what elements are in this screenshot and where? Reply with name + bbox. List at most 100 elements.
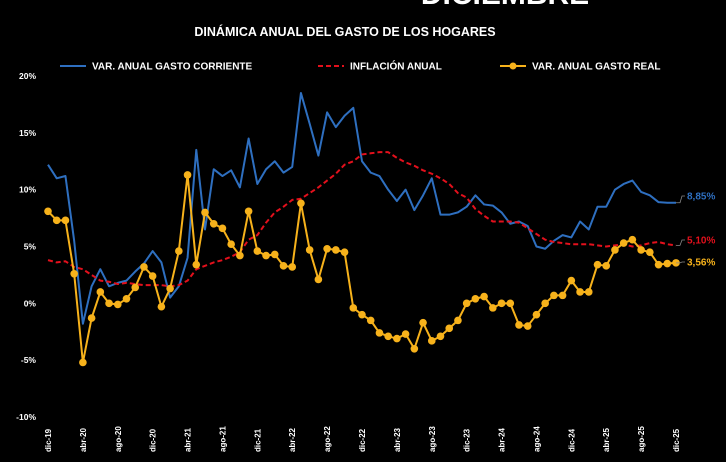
- data-point: [532, 310, 541, 319]
- data-point: [183, 171, 192, 179]
- x-tick-label: dic-24: [567, 428, 576, 452]
- x-tick-label: ago-24: [532, 426, 541, 452]
- data-point: [122, 294, 131, 303]
- data-point: [209, 219, 218, 228]
- data-point: [462, 299, 471, 308]
- data-point: [192, 260, 201, 269]
- data-point: [201, 208, 209, 217]
- data-point: [61, 216, 70, 225]
- data-point: [262, 251, 270, 260]
- data-point: [427, 337, 436, 345]
- data-point: [340, 248, 349, 256]
- data-point: [410, 345, 419, 353]
- data-point: [523, 322, 532, 330]
- data-point: [314, 275, 323, 284]
- y-tick-label: 5%: [24, 242, 37, 252]
- series-line: [47, 151, 677, 288]
- x-tick-label: abr-22: [288, 427, 297, 452]
- data-point: [270, 250, 279, 259]
- data-point: [654, 260, 663, 269]
- x-tick-label: ago-25: [637, 426, 646, 452]
- data-point: [541, 299, 549, 308]
- data-point: [619, 239, 628, 247]
- data-point: [637, 246, 645, 254]
- data-point: [611, 246, 619, 254]
- x-tick-label: ago-20: [114, 426, 123, 452]
- x-tick-label: dic-23: [463, 428, 472, 452]
- label-connector: [676, 261, 685, 264]
- data-point: [113, 300, 122, 309]
- y-tick-label: 0%: [24, 298, 37, 308]
- data-point: [70, 269, 78, 278]
- legend-label: INFLACIÓN ANUAL: [350, 60, 442, 73]
- data-point: [297, 199, 305, 208]
- data-point: [489, 304, 497, 312]
- y-tick-label: 20%: [19, 71, 36, 81]
- data-point: [140, 263, 148, 271]
- data-point: [567, 276, 576, 285]
- x-tick-label: ago-21: [218, 426, 227, 452]
- data-point: [131, 283, 140, 292]
- data-point: [253, 247, 262, 255]
- x-tick-label: ago-23: [428, 426, 437, 452]
- data-point: [576, 288, 584, 296]
- data-point: [96, 288, 105, 296]
- x-tick-label: dic-20: [149, 428, 158, 452]
- y-tick-label: 10%: [19, 185, 36, 195]
- data-point: [366, 316, 375, 325]
- x-tick-label: ago-22: [323, 426, 332, 452]
- data-point: [52, 216, 61, 225]
- legend-label: VAR. ANUAL GASTO REAL: [532, 62, 661, 73]
- data-point: [663, 259, 672, 268]
- data-point: [305, 246, 314, 254]
- value-label: 5,10%: [687, 236, 715, 247]
- data-point: [44, 207, 52, 216]
- data-point: [349, 304, 358, 312]
- data-point: [436, 332, 445, 341]
- x-tick-label: dic-19: [44, 428, 53, 452]
- series-line: [47, 92, 676, 325]
- data-point: [105, 299, 113, 308]
- y-tick-label: 15%: [19, 128, 36, 138]
- legend-marker: [509, 62, 517, 70]
- data-point: [401, 330, 410, 338]
- data-point: [558, 291, 567, 300]
- data-point: [384, 332, 392, 341]
- data-point: [157, 302, 166, 311]
- x-tick-label: dic-22: [358, 428, 367, 452]
- data-point: [550, 291, 558, 300]
- data-point: [445, 324, 454, 333]
- data-point: [288, 263, 297, 271]
- x-tick-label: abr-25: [602, 427, 611, 452]
- data-point: [166, 284, 174, 293]
- x-tick-label: abr-20: [79, 427, 88, 452]
- data-point: [506, 299, 515, 308]
- data-point: [87, 314, 96, 322]
- data-point: [593, 260, 602, 269]
- x-tick-label: abr-21: [184, 427, 193, 452]
- x-tick-label: abr-23: [393, 427, 402, 452]
- data-point: [584, 288, 593, 296]
- data-point: [375, 329, 384, 337]
- label-connector: [676, 239, 685, 246]
- data-point: [393, 334, 401, 343]
- data-point: [148, 272, 157, 280]
- value-label: 8,85%: [687, 192, 715, 203]
- data-point: [79, 358, 87, 367]
- x-tick-label: dic-21: [253, 428, 262, 452]
- data-point: [236, 251, 244, 260]
- data-point: [497, 299, 506, 308]
- data-point: [471, 294, 480, 303]
- data-point: [244, 207, 253, 216]
- y-tick-label: -10%: [16, 412, 36, 422]
- data-point: [646, 248, 654, 256]
- data-point: [454, 316, 462, 325]
- data-point: [323, 244, 331, 253]
- data-point: [515, 321, 523, 329]
- data-point: [279, 262, 288, 270]
- data-point: [227, 240, 235, 249]
- data-point: [358, 310, 366, 319]
- value-label: 3,56%: [687, 258, 715, 269]
- data-point: [175, 247, 183, 255]
